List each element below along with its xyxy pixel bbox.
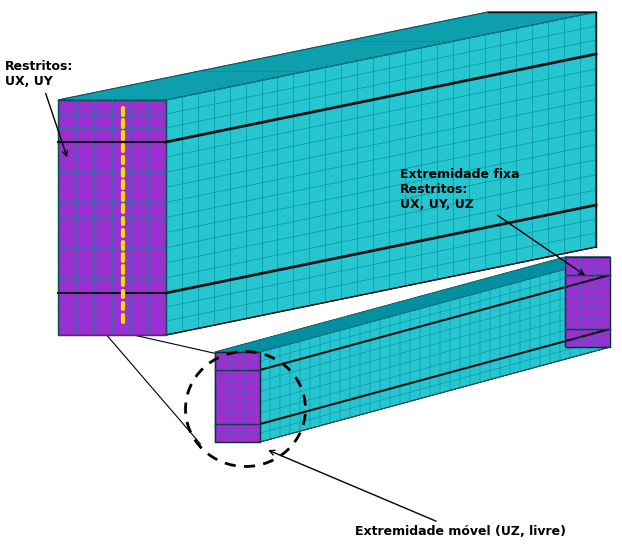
Polygon shape (58, 100, 166, 335)
Polygon shape (215, 352, 260, 442)
Polygon shape (215, 347, 610, 442)
Text: Restritos:
UX, UY: Restritos: UX, UY (5, 60, 73, 156)
Polygon shape (260, 257, 610, 442)
Text: Extremidade móvel (UZ, livre): Extremidade móvel (UZ, livre) (269, 450, 566, 538)
Polygon shape (166, 12, 596, 335)
Polygon shape (58, 12, 596, 100)
Polygon shape (215, 257, 610, 352)
Text: Extremidade fixa
Restritos:
UX, UY, UZ: Extremidade fixa Restritos: UX, UY, UZ (400, 168, 584, 274)
Polygon shape (565, 257, 610, 347)
